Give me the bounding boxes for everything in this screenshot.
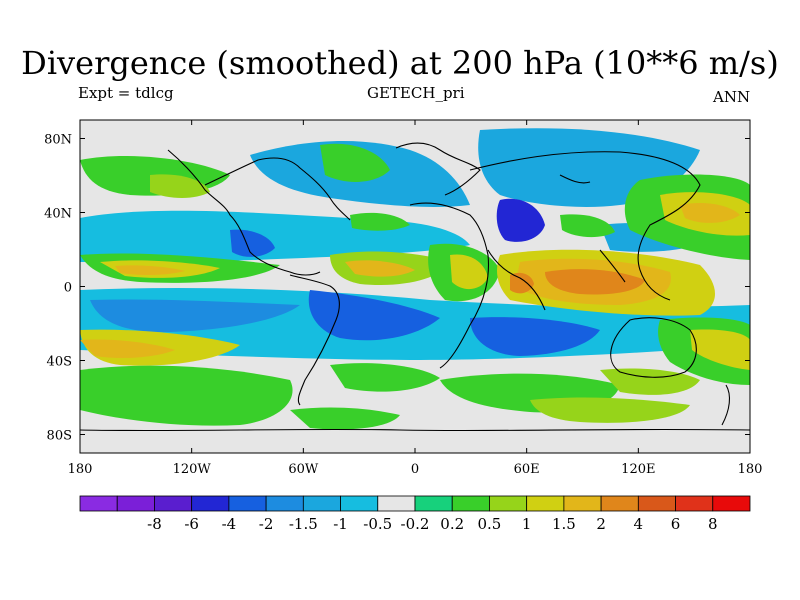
colorbar-label: -1 [333, 515, 348, 533]
colorbar: -8 -6 -4 -2 -1.5 -1 -0.5 -0.2 0.2 0.5 1 1.5 2 4 6 8 [79, 495, 751, 533]
colorbar-swatch [414, 495, 453, 512]
colorbar-label: -0.5 [363, 515, 392, 533]
latitude-axis: 80N 40N 0 40S 80S [44, 133, 750, 444]
lon-tick-label: 60W [288, 462, 319, 477]
colorbar-label: 1.5 [552, 515, 576, 533]
colorbar-swatch [637, 495, 676, 512]
map-title: Divergence (smoothed) at 200 hPa (10**6 … [21, 44, 779, 82]
colorbar-swatch [712, 495, 751, 512]
colorbar-swatch [116, 495, 155, 512]
lon-tick-label: 0 [411, 462, 419, 477]
lon-tick-label: 60E [514, 462, 540, 477]
season-label: ANN [713, 88, 751, 106]
colorbar-swatch [377, 495, 416, 512]
colorbar-swatch [154, 495, 193, 512]
colorbar-swatch [600, 495, 639, 512]
lat-tick-label: 0 [64, 281, 72, 296]
lat-tick-label: 80N [44, 133, 72, 148]
colorbar-label: 1 [522, 515, 532, 533]
coastlines [80, 142, 750, 432]
lon-tick-label: 180 [738, 462, 763, 477]
colorbar-label: -0.2 [401, 515, 430, 533]
lon-tick-label: 120E [621, 462, 655, 477]
colorbar-label: 8 [708, 515, 718, 533]
colorbar-label: -8 [147, 515, 162, 533]
colorbar-swatch [302, 495, 341, 512]
run-name-label: GETECH_pri [367, 84, 465, 102]
colorbar-label: -1.5 [289, 515, 318, 533]
colorbar-swatch [675, 495, 714, 512]
colorbar-swatch [489, 495, 528, 512]
colorbar-label: 4 [634, 515, 644, 533]
colorbar-swatch [526, 495, 565, 512]
longitude-axis: 180 120W 60W 0 60E 120E 180 [68, 120, 763, 477]
lon-tick-label: 120W [173, 462, 212, 477]
colorbar-label: 0.5 [478, 515, 502, 533]
colorbar-label: 0.2 [440, 515, 464, 533]
colorbar-label: -4 [222, 515, 237, 533]
colorbar-swatch [191, 495, 230, 512]
colorbar-swatch [228, 495, 267, 512]
colorbar-swatch [451, 495, 490, 512]
lon-tick-label: 180 [68, 462, 93, 477]
divergence-field [80, 120, 750, 453]
colorbar-label: -6 [184, 515, 199, 533]
colorbar-swatch [265, 495, 304, 512]
colorbar-label: -2 [259, 515, 274, 533]
lat-tick-label: 40S [47, 355, 72, 370]
colorbar-label: 2 [596, 515, 606, 533]
lat-tick-label: 80S [47, 429, 72, 444]
colorbar-swatch [79, 495, 118, 512]
lat-tick-label: 40N [44, 207, 72, 222]
experiment-label: Expt = tdlcg [78, 84, 174, 102]
colorbar-swatch [340, 495, 379, 512]
colorbar-swatch [563, 495, 602, 512]
colorbar-label: 6 [671, 515, 681, 533]
